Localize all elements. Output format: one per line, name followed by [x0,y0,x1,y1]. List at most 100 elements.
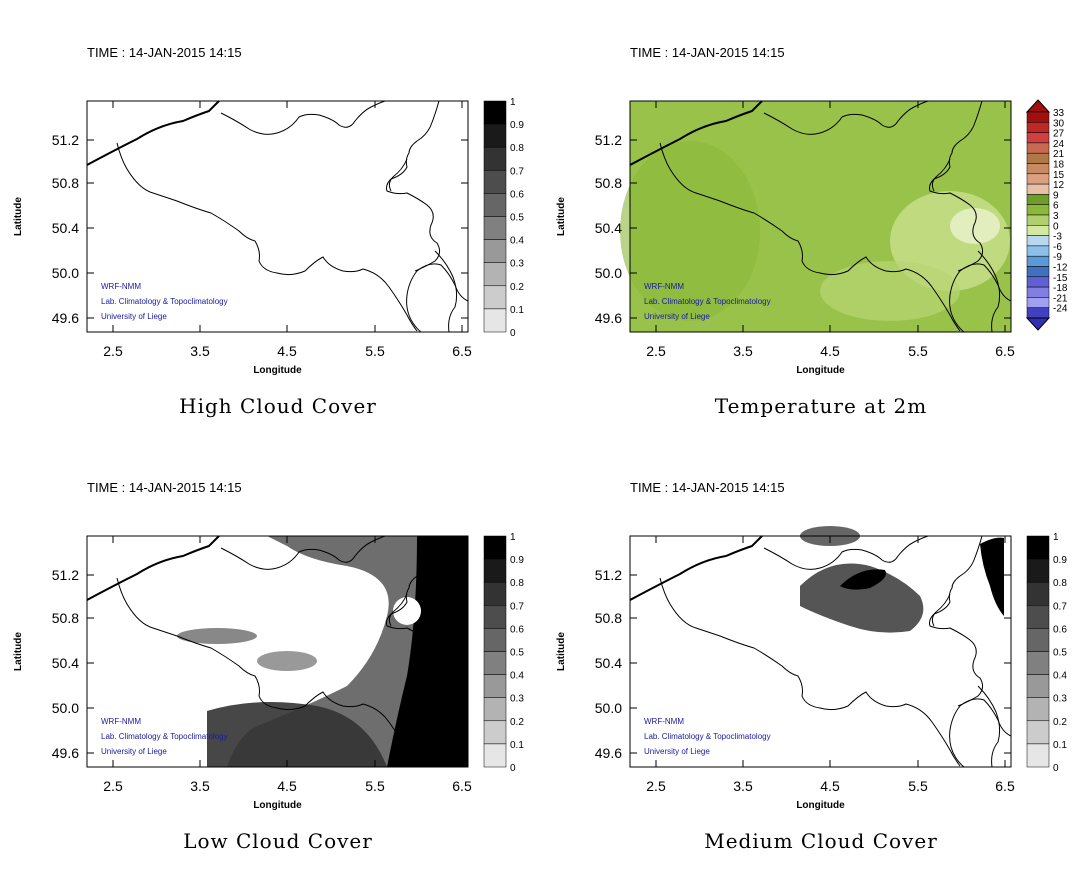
y-axis-label: Latitude [13,197,24,236]
y-tick-label: 49.6 [595,745,622,761]
colorbar-swatch [1026,245,1050,257]
colorbar-label: 0.5 [510,213,524,224]
plot-area: 2.5 3.5 4.5 5.5 6.5 51.2 50.8 50.4 50.0 49.6 Longi… [556,100,1015,376]
y-tick-label: 51.2 [595,567,622,583]
colorbar-label: 18 [1053,160,1065,171]
country-border [220,100,386,135]
colorbar-swatch [1026,204,1050,216]
colorbar-swatch [1026,194,1050,205]
colorbar-label: 0 [510,763,516,774]
model-credit: University of Liege [644,747,710,756]
map-title: Low Cloud Cover [183,829,373,853]
country-border [388,158,408,192]
time-label: TIME : 14-JAN-2015 14:15 [630,45,785,60]
colorbar-swatch [483,123,507,148]
model-credit: University of Liege [101,312,167,321]
plot-frame [629,100,1012,333]
colorbar-label: 6 [1053,201,1059,212]
country-border [388,593,408,627]
y-tick-label: 49.6 [52,745,79,761]
colorbar-label: 12 [1053,180,1065,191]
x-tick-label: 5.5 [908,343,928,359]
coastline [629,100,763,166]
colorbar-label: 1 [1053,532,1059,543]
colorbar-swatch [483,170,507,194]
time-label: TIME : 14-JAN-2015 14:15 [87,480,242,495]
plot-frame [86,535,469,768]
colorbar-label: -12 [1053,263,1068,274]
y-tick-label: 50.0 [595,700,622,716]
colorbar-label: 0.7 [510,601,524,612]
country-border [763,535,929,570]
x-tick-label: 5.5 [365,778,385,794]
colorbar-swatch [1026,163,1050,175]
y-tick-label: 49.6 [52,310,79,326]
colorbar-label: 15 [1053,170,1065,181]
colorbar-swatch [483,193,507,217]
country-border [659,577,961,767]
x-tick-label: 6.5 [452,343,472,359]
time-label: TIME : 14-JAN-2015 14:15 [630,480,785,495]
colorbar-swatch [1026,605,1050,629]
colorbar-swatch [483,628,507,652]
colorbar-swatch [483,605,507,629]
colorbar-label: 0.7 [510,166,524,177]
dense-cloud-east [980,537,1004,616]
y-tick-label: 50.4 [52,655,79,671]
colorbar-swatch [1026,307,1050,319]
model-credit: WRF-NMM [644,282,684,291]
country-border [116,142,418,332]
model-credit: Lab. Climatology & Topoclimatology [101,297,228,306]
colorbar-swatch [483,100,507,125]
colorbar-label: 30 [1053,118,1065,129]
colorbar-label: 9 [1053,190,1059,201]
colorbar-label: 0 [510,328,516,339]
x-tick-label: 3.5 [733,778,753,794]
x-tick-label: 2.5 [646,343,666,359]
colorbar-swatch [483,720,507,745]
y-tick-label: 51.2 [52,132,79,148]
y-tick-label: 50.8 [595,175,622,191]
x-tick-label: 3.5 [190,343,210,359]
colorbar-label: -15 [1053,273,1068,284]
plot-background [87,101,468,332]
y-tick-label: 50.0 [595,265,622,281]
colorbar-underflow-arrow [1025,317,1051,331]
colorbar-swatch [483,535,507,560]
y-tick-label: 50.4 [595,220,622,236]
colorbar-swatch [1026,558,1050,583]
y-tick-label: 50.0 [52,700,79,716]
plot-area: 2.5 3.5 4.5 5.5 6.5 51.2 50.8 50.4 50.0 49.6 Longi… [556,526,1015,811]
colorbar-swatch [483,285,507,310]
colorbar-label: 0.6 [1053,624,1067,635]
colorbar-swatch [483,558,507,583]
country-border [659,142,961,332]
dense-cloud-south [207,702,387,767]
colorbar-swatch [1026,743,1050,768]
country-border [763,100,929,135]
colorbar-swatch [1026,535,1050,560]
y-tick-label: 50.4 [52,220,79,236]
colorbar-label: 0.6 [510,624,524,635]
clear-gap [393,597,421,625]
y-tick-label: 50.4 [595,655,622,671]
x-tick-label: 3.5 [190,778,210,794]
colorbar-label: 0.9 [510,555,524,566]
colorbar-swatch [483,239,507,263]
x-tick-label: 2.5 [103,343,123,359]
country-border [386,535,441,707]
colorbar-label: 0 [1053,221,1059,232]
country-border [434,685,458,768]
model-credit: University of Liege [101,747,167,756]
colorbar-label: -18 [1053,283,1068,294]
colorbar-label: -6 [1053,242,1062,253]
y-axis-label: Latitude [13,632,24,671]
colorbar-swatch [483,262,507,287]
plot-area: 2.5 3.5 4.5 5.5 6.5 51.2 50.8 50.4 50.0 49.6 Longi… [13,100,472,376]
colorbar-label: 0.4 [1053,671,1067,682]
country-border [386,100,441,272]
colorbar-swatch [483,743,507,768]
country-border [931,593,951,627]
colorbar-swatch [1026,111,1050,123]
colorbar-swatch [1026,142,1050,154]
